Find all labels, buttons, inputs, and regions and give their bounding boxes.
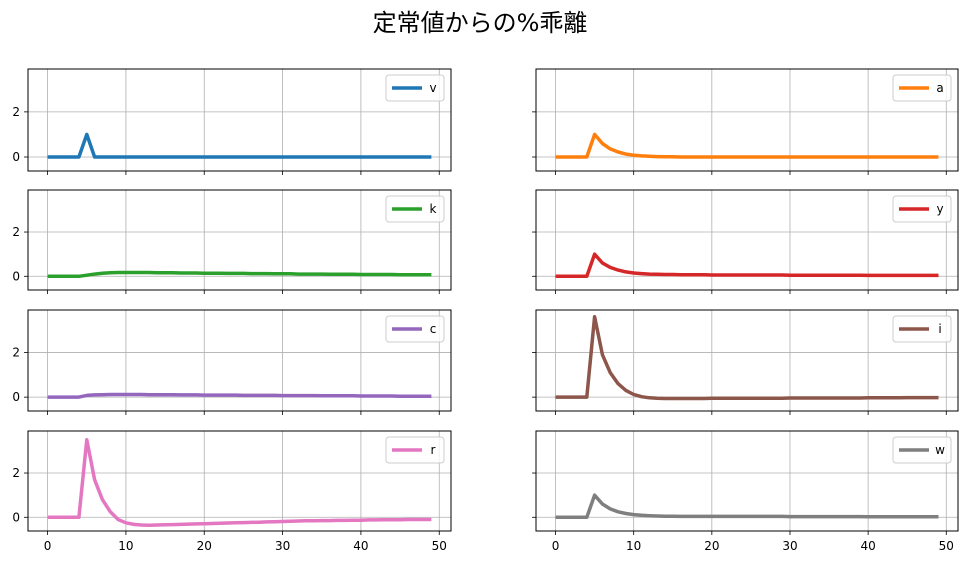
legend: r bbox=[385, 436, 445, 464]
y-tick-label: 2 bbox=[12, 225, 20, 239]
legend-label: y bbox=[936, 202, 943, 216]
subplot-i: i bbox=[532, 309, 959, 415]
legend-label: a bbox=[936, 81, 943, 95]
x-tick-label: 30 bbox=[782, 539, 797, 553]
series-line-i bbox=[555, 314, 939, 401]
axes-frame bbox=[535, 189, 959, 291]
series-line-c bbox=[47, 392, 432, 399]
axes-frame bbox=[27, 189, 452, 291]
y-tick-label: 0 bbox=[12, 150, 20, 164]
subplot-v: 0 2 v bbox=[12, 68, 452, 175]
x-tick-label: 50 bbox=[939, 539, 954, 553]
legend-label: k bbox=[430, 202, 437, 216]
x-tick-label: 20 bbox=[704, 539, 719, 553]
legend-label: v bbox=[429, 81, 436, 95]
axes-frame bbox=[535, 68, 959, 172]
series-line-r bbox=[47, 438, 432, 527]
x-tick-label: 40 bbox=[860, 539, 875, 553]
x-tick-label: 10 bbox=[626, 539, 641, 553]
axes-frame bbox=[535, 309, 959, 412]
x-tick-label: 20 bbox=[197, 539, 212, 553]
series-line-w bbox=[555, 493, 939, 520]
series-line-v bbox=[47, 132, 432, 159]
subplot-k: 0 2 k bbox=[12, 189, 452, 294]
y-tick-label: 0 bbox=[12, 510, 20, 524]
subplot-w: 0 10 20 30 40 50 w bbox=[532, 430, 959, 553]
axes-frame bbox=[27, 68, 452, 172]
subplot-r: 0 10 20 30 40 50 0 2 r bbox=[12, 430, 452, 553]
legend: y bbox=[892, 195, 952, 223]
subplot-c: 0 2 c bbox=[12, 309, 452, 415]
legend: v bbox=[385, 74, 445, 102]
y-tick-label: 0 bbox=[12, 390, 20, 404]
legend-label: w bbox=[935, 443, 945, 457]
subplot-y: y bbox=[532, 189, 959, 294]
axes-frame bbox=[27, 430, 452, 532]
y-tick-label: 2 bbox=[12, 466, 20, 480]
series-line-y bbox=[555, 252, 939, 279]
legend-label: c bbox=[430, 322, 437, 336]
axes-frame bbox=[535, 430, 959, 532]
axes-frame bbox=[27, 309, 452, 412]
subplot-a: a bbox=[532, 68, 959, 175]
x-tick-label: 50 bbox=[432, 539, 447, 553]
legend-label: r bbox=[431, 443, 436, 457]
y-tick-label: 0 bbox=[12, 269, 20, 283]
legend-label: i bbox=[938, 322, 941, 336]
legend: w bbox=[892, 436, 952, 464]
y-tick-label: 2 bbox=[12, 105, 20, 119]
x-tick-label: 0 bbox=[44, 539, 52, 553]
series-line-k bbox=[47, 270, 432, 279]
x-tick-label: 40 bbox=[353, 539, 368, 553]
legend: k bbox=[385, 195, 445, 223]
series-line-a bbox=[555, 132, 939, 159]
legend: a bbox=[892, 74, 952, 102]
chart-title: 定常値からの%乖離 bbox=[373, 9, 588, 37]
x-tick-label: 0 bbox=[552, 539, 560, 553]
x-tick-label: 10 bbox=[118, 539, 133, 553]
legend: c bbox=[385, 315, 445, 343]
legend: i bbox=[892, 315, 952, 343]
y-tick-label: 2 bbox=[12, 345, 20, 359]
x-tick-label: 30 bbox=[275, 539, 290, 553]
